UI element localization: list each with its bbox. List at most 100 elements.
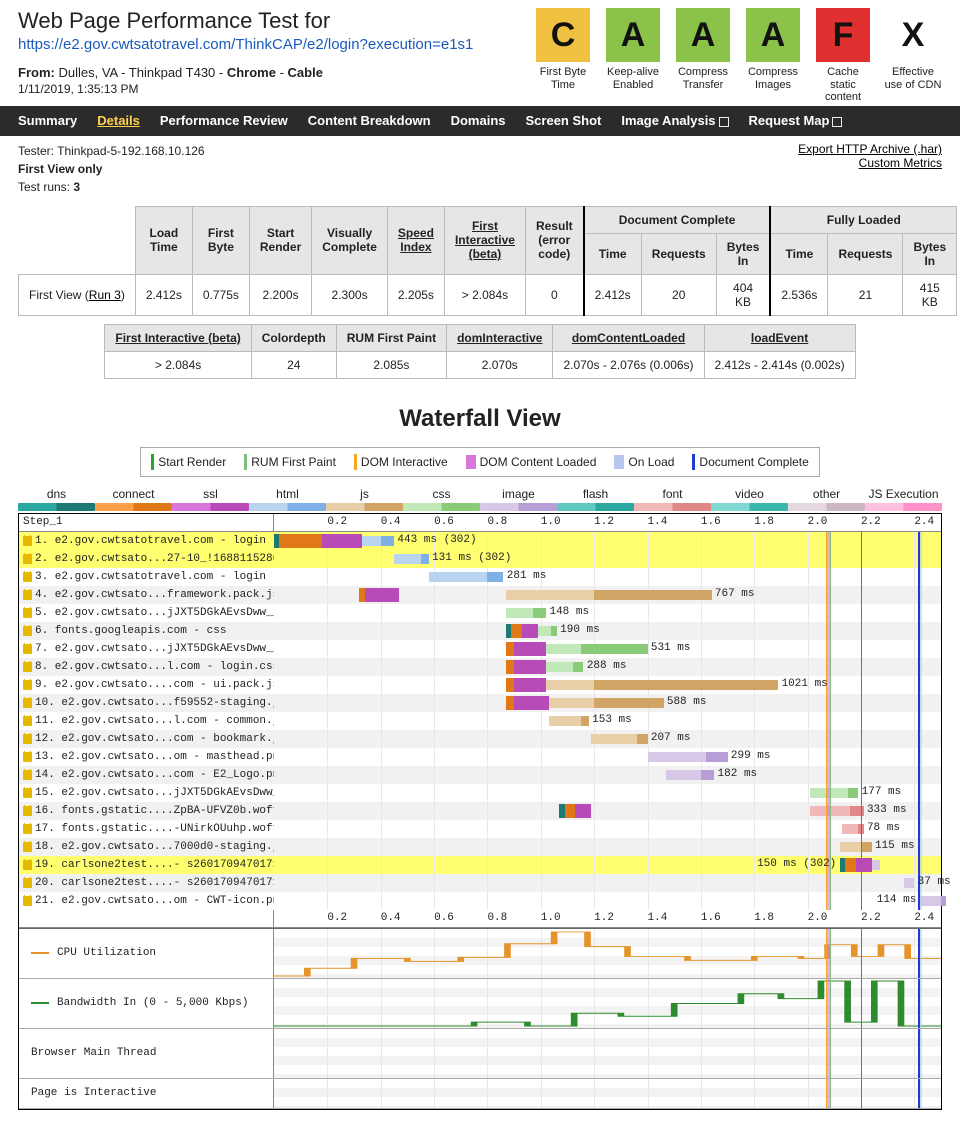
grade-strip: CFirst Byte TimeAKeep-alive EnabledAComp… bbox=[534, 8, 942, 104]
chart-swatch bbox=[31, 952, 49, 954]
lock-icon bbox=[23, 716, 32, 726]
request-row[interactable]: 7. e2.gov.cwtsato...jJXT5DGkAEvsDww__ 53… bbox=[19, 640, 941, 658]
phase-connect: connect bbox=[95, 487, 172, 511]
custom-metrics-link[interactable]: Custom Metrics bbox=[798, 156, 942, 170]
lock-icon bbox=[23, 842, 32, 852]
phase-other: other bbox=[788, 487, 865, 511]
footer-chart-label: Browser Main Thread bbox=[31, 1047, 156, 1059]
request-row[interactable]: 16. fonts.gstatic....ZpBA-UFVZ0b.woff2 3… bbox=[19, 802, 941, 820]
request-row[interactable]: 12. e2.gov.cwtsato...com - bookmark.js 2… bbox=[19, 730, 941, 748]
footer-chart-label: Bandwidth In (0 - 5,000 Kbps) bbox=[57, 997, 248, 1009]
legend-item: Start Render bbox=[151, 454, 226, 470]
chart-swatch bbox=[31, 1002, 49, 1004]
lock-icon bbox=[23, 788, 32, 798]
request-row[interactable]: 18. e2.gov.cwtsato...7000d0-staging.js 1… bbox=[19, 838, 941, 856]
request-row[interactable]: 4. e2.gov.cwtsato...framework.pack.js 76… bbox=[19, 586, 941, 604]
test-from: From: Dulles, VA - Thinkpad T430 - Chrom… bbox=[18, 65, 473, 80]
phase-image: image bbox=[480, 487, 557, 511]
legend-item: DOM Content Loaded bbox=[466, 454, 597, 470]
phase-flash: flash bbox=[557, 487, 634, 511]
footer-chart-label: CPU Utilization bbox=[57, 947, 156, 959]
request-row[interactable]: 11. e2.gov.cwtsato...l.com - common.js 1… bbox=[19, 712, 941, 730]
request-row[interactable]: 2. e2.gov.cwtsato...27-10_!1688115286 13… bbox=[19, 550, 941, 568]
phase-css: css bbox=[403, 487, 480, 511]
lock-icon bbox=[23, 644, 32, 654]
external-link-icon bbox=[719, 117, 729, 127]
nav-details[interactable]: Details bbox=[97, 113, 140, 128]
runs-info: Test runs: 3 bbox=[18, 178, 205, 196]
lock-icon bbox=[23, 698, 32, 708]
lock-icon bbox=[23, 860, 32, 870]
grade-effective-use-of-cdn[interactable]: XEffective use of CDN bbox=[884, 8, 942, 104]
lock-icon bbox=[23, 608, 32, 618]
nav-content-breakdown[interactable]: Content Breakdown bbox=[308, 113, 431, 128]
nav-summary[interactable]: Summary bbox=[18, 113, 77, 128]
request-row[interactable]: 13. e2.gov.cwtsato...om - masthead.png 2… bbox=[19, 748, 941, 766]
lock-icon bbox=[23, 680, 32, 690]
nav-image-analysis[interactable]: Image Analysis bbox=[621, 113, 728, 128]
export-har-link[interactable]: Export HTTP Archive (.har) bbox=[798, 142, 942, 156]
grade-first-byte-time[interactable]: CFirst Byte Time bbox=[534, 8, 592, 104]
waterfall-chart: Step_10.20.40.60.81.01.21.41.61.82.02.22… bbox=[18, 513, 942, 1110]
metrics-table-2: First Interactive (beta)ColordepthRUM Fi… bbox=[104, 324, 855, 379]
lock-icon bbox=[23, 536, 32, 546]
request-row[interactable]: 6. fonts.googleapis.com - css 190 ms bbox=[19, 622, 941, 640]
tester-info: Tester: Thinkpad-5-192.168.10.126 bbox=[18, 142, 205, 160]
phase-js-execution: JS Execution bbox=[865, 487, 942, 511]
nav-screen-shot[interactable]: Screen Shot bbox=[526, 113, 602, 128]
lock-icon bbox=[23, 770, 32, 780]
lock-icon bbox=[23, 734, 32, 744]
lock-icon bbox=[23, 878, 32, 888]
external-link-icon bbox=[832, 117, 842, 127]
grade-compress-images[interactable]: ACompress Images bbox=[744, 8, 802, 104]
lock-icon bbox=[23, 824, 32, 834]
request-row[interactable]: 21. e2.gov.cwtsato...om - CWT-icon.png 1… bbox=[19, 892, 941, 910]
grade-cache-static-content[interactable]: FCache static content bbox=[814, 8, 872, 104]
nav-domains[interactable]: Domains bbox=[451, 113, 506, 128]
request-row[interactable]: 9. e2.gov.cwtsato....com - ui.pack.js 10… bbox=[19, 676, 941, 694]
waterfall-legend: Start Render RUM First Paint DOM Interacti… bbox=[140, 447, 820, 477]
lock-icon bbox=[23, 806, 32, 816]
phase-font: font bbox=[634, 487, 711, 511]
request-row[interactable]: 20. carlsone2test....- s26017094701714 3… bbox=[19, 874, 941, 892]
phase-html: html bbox=[249, 487, 326, 511]
lock-icon bbox=[23, 626, 32, 636]
request-row[interactable]: 19. carlsone2test....- s26017094701714 1… bbox=[19, 856, 941, 874]
lock-icon bbox=[23, 572, 32, 582]
run-link[interactable]: Run 3 bbox=[89, 288, 121, 302]
lock-icon bbox=[23, 662, 32, 672]
lock-icon bbox=[23, 554, 32, 564]
phase-js: js bbox=[326, 487, 403, 511]
request-row[interactable]: 10. e2.gov.cwtsato...f59552-staging.js 5… bbox=[19, 694, 941, 712]
nav-request-map[interactable]: Request Map bbox=[749, 113, 843, 128]
lock-icon bbox=[23, 752, 32, 762]
test-timestamp: 1/11/2019, 1:35:13 PM bbox=[18, 82, 473, 96]
request-row[interactable]: 17. fonts.gstatic....-UNirkOUuhp.woff2 7… bbox=[19, 820, 941, 838]
waterfall-title: Waterfall View bbox=[0, 405, 960, 433]
request-row[interactable]: 8. e2.gov.cwtsato...l.com - login.css 28… bbox=[19, 658, 941, 676]
grade-keep-alive-enabled[interactable]: AKeep-alive Enabled bbox=[604, 8, 662, 104]
phase-legend: dnsconnectsslhtmljscssimageflashfontvide… bbox=[0, 487, 960, 513]
view-info: First View only bbox=[18, 160, 205, 178]
grade-compress-transfer[interactable]: ACompress Transfer bbox=[674, 8, 732, 104]
phase-ssl: ssl bbox=[172, 487, 249, 511]
metrics-table-1: Load TimeFirst ByteStart RenderVisually … bbox=[18, 206, 957, 316]
page-title: Web Page Performance Test for bbox=[18, 8, 473, 34]
legend-item: DOM Interactive bbox=[354, 454, 448, 470]
request-row[interactable]: 1. e2.gov.cwtsatotravel.com - login 443 … bbox=[19, 532, 941, 550]
request-row[interactable]: 3. e2.gov.cwtsatotravel.com - login 281 … bbox=[19, 568, 941, 586]
request-row[interactable]: 14. e2.gov.cwtsato...com - E2_Logo.png 1… bbox=[19, 766, 941, 784]
legend-item: On Load bbox=[614, 454, 674, 470]
legend-item: RUM First Paint bbox=[244, 454, 336, 470]
lock-icon bbox=[23, 590, 32, 600]
main-nav: Summary Details Performance Review Content … bbox=[0, 106, 960, 136]
phase-video: video bbox=[711, 487, 788, 511]
phase-dns: dns bbox=[18, 487, 95, 511]
request-row[interactable]: 15. e2.gov.cwtsato...jJXT5DGkAEvsDww__ 1… bbox=[19, 784, 941, 802]
lock-icon bbox=[23, 896, 32, 906]
nav-performance-review[interactable]: Performance Review bbox=[160, 113, 288, 128]
tested-url[interactable]: https://e2.gov.cwtsatotravel.com/ThinkCA… bbox=[18, 36, 473, 53]
footer-chart-label: Page is Interactive bbox=[31, 1087, 156, 1099]
legend-item: Document Complete bbox=[692, 454, 808, 470]
request-row[interactable]: 5. e2.gov.cwtsato...jJXT5DGkAEvsDww__ 14… bbox=[19, 604, 941, 622]
